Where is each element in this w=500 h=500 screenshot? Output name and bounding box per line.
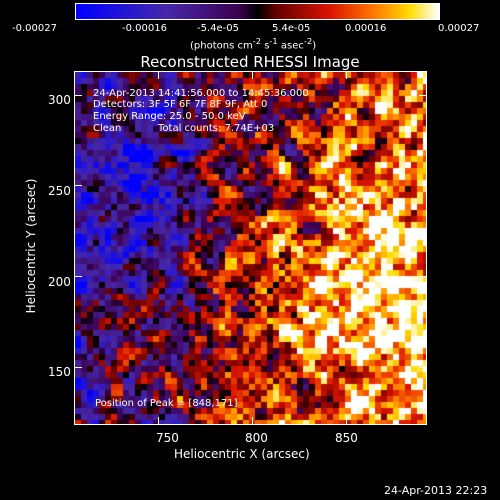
tick-mark: [419, 276, 427, 278]
algorithm-annotation: Clean: [93, 123, 122, 134]
tick-mark: [346, 71, 348, 79]
tick-mark: [252, 417, 254, 425]
tick-mark: [74, 366, 82, 368]
peak-position-annotation: Position of Peak = [848,171]: [95, 398, 238, 409]
colorbar-tick-label: 5.4e-05: [272, 23, 311, 34]
energy-range-annotation: Energy Range: 25.0 - 50.0 keV: [93, 111, 246, 122]
time-range-annotation: 24-Apr-2013 14:41:56.000 to 14:45:36.000: [93, 88, 309, 99]
total-counts-annotation: Total counts: 7.74E+03: [158, 123, 275, 134]
x-tick-label: 850: [335, 431, 358, 445]
tick-mark: [346, 417, 348, 425]
colorbar-tick-label: 0.00016: [345, 23, 387, 34]
y-tick-label: 150: [48, 365, 71, 379]
y-tick-label: 300: [48, 93, 71, 107]
tick-mark: [74, 276, 82, 278]
x-tick-label: 800: [245, 431, 268, 445]
tick-mark: [158, 71, 160, 79]
x-axis-label: Heliocentric X (arcsec): [174, 447, 310, 461]
tick-mark: [74, 185, 82, 187]
colorbar-gradient: [75, 3, 440, 20]
colorbar-tick-label: -0.00016: [122, 23, 167, 34]
x-tick-label: 750: [156, 431, 179, 445]
timestamp-label: 24-Apr-2013 22:23: [384, 484, 488, 497]
plot-title: Reconstructed RHESSI Image: [140, 53, 360, 71]
tick-mark: [419, 185, 427, 187]
tick-mark: [419, 94, 427, 96]
y-tick-label: 250: [48, 184, 71, 198]
rhessi-image-heatmap: [75, 72, 426, 424]
image-plot-area: [74, 71, 427, 425]
colorbar-tick-label: -5.4e-05: [197, 23, 239, 34]
y-tick-label: 200: [48, 275, 71, 289]
tick-mark: [252, 71, 254, 79]
colorbar-units-label: (photons cm-2 s-1 asec-2): [190, 36, 317, 52]
colorbar-tick-label: -0.00027: [12, 23, 57, 34]
tick-mark: [419, 366, 427, 368]
tick-mark: [158, 417, 160, 425]
y-axis-label: Heliocentric Y (arcsec): [24, 178, 38, 314]
detectors-annotation: Detectors: 3F 5F 6F 7F 8F 9F, Att 0: [93, 99, 268, 110]
colorbar-tick-label: 0.00027: [438, 23, 480, 34]
tick-mark: [74, 94, 82, 96]
